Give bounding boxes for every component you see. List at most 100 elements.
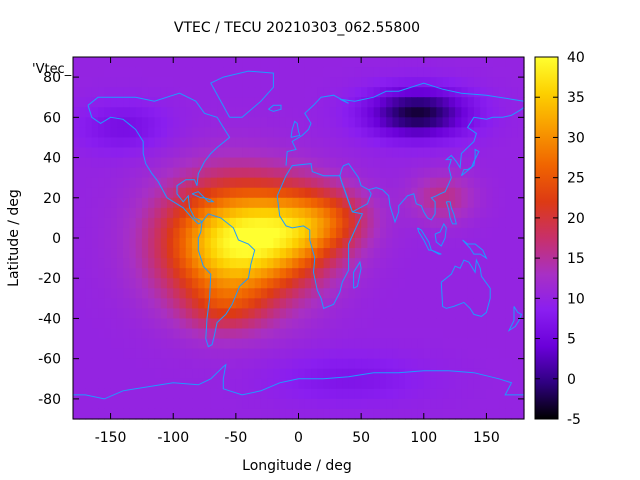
- heatmap-cell: [129, 258, 137, 269]
- heatmap-cell: [185, 388, 193, 400]
- heatmap-cell: [260, 308, 268, 320]
- heatmap-cell: [323, 258, 331, 269]
- heatmap-cell: [329, 238, 337, 249]
- heatmap-cell: [217, 398, 224, 410]
- heatmap-cell: [292, 147, 300, 159]
- heatmap-cell: [79, 248, 87, 259]
- heatmap-cell: [505, 87, 513, 98]
- heatmap-cell: [417, 197, 425, 209]
- heatmap-cell: [486, 227, 494, 239]
- heatmap-cell: [436, 308, 444, 320]
- heatmap-cell: [367, 298, 375, 309]
- heatmap-cell: [304, 87, 312, 98]
- heatmap-cell: [461, 97, 469, 108]
- heatmap-cell: [398, 268, 406, 279]
- heatmap-cell: [298, 288, 306, 299]
- heatmap-cell: [229, 207, 237, 219]
- heatmap-cell: [210, 238, 218, 249]
- heatmap-cell: [354, 107, 362, 118]
- heatmap-cell: [430, 258, 437, 269]
- heatmap-cell: [354, 238, 362, 249]
- heatmap-cell: [480, 107, 488, 118]
- heatmap-cell: [91, 207, 99, 219]
- heatmap-cell: [404, 258, 412, 269]
- heatmap-cell: [304, 238, 312, 249]
- heatmap-cell: [430, 398, 437, 410]
- heatmap-cell: [430, 348, 437, 360]
- heatmap-cell: [361, 127, 368, 139]
- heatmap-cell: [430, 117, 437, 128]
- heatmap-cell: [379, 268, 387, 279]
- heatmap-cell: [379, 388, 387, 400]
- heatmap-cell: [336, 318, 343, 330]
- heatmap-cell: [166, 127, 174, 139]
- heatmap-cell: [260, 207, 268, 219]
- heatmap-cell: [461, 378, 469, 390]
- heatmap-cell: [285, 248, 293, 259]
- heatmap-cell: [173, 177, 181, 189]
- heatmap-cell: [229, 268, 237, 279]
- heatmap-cell: [386, 408, 394, 420]
- heatmap-cell: [98, 77, 105, 88]
- heatmap-cell: [192, 338, 199, 350]
- heatmap-cell: [367, 67, 375, 78]
- heatmap-cell: [154, 127, 162, 139]
- heatmap-cell: [166, 308, 174, 320]
- heatmap-cell: [154, 248, 162, 259]
- heatmap-cell: [248, 238, 256, 249]
- heatmap-cell: [160, 278, 168, 289]
- heatmap-cell: [411, 238, 419, 249]
- heatmap-cell: [498, 288, 506, 299]
- heatmap-cell: [260, 187, 268, 199]
- heatmap-cell: [73, 408, 80, 420]
- heatmap-cell: [166, 57, 174, 68]
- heatmap-cell: [336, 258, 343, 269]
- heatmap-cell: [285, 137, 293, 149]
- heatmap-cell: [329, 77, 337, 88]
- heatmap-cell: [173, 157, 181, 169]
- heatmap-cell: [79, 308, 87, 320]
- heatmap-cell: [329, 117, 337, 128]
- heatmap-cell: [336, 77, 343, 88]
- heatmap-cell: [279, 137, 287, 149]
- heatmap-cell: [104, 227, 112, 239]
- heatmap-cell: [323, 248, 331, 259]
- heatmap-cell: [254, 177, 262, 189]
- heatmap-cell: [392, 137, 400, 149]
- heatmap-cell: [448, 207, 456, 219]
- heatmap-cell: [110, 217, 118, 229]
- heatmap-cell: [166, 187, 174, 199]
- heatmap-cell: [311, 57, 318, 68]
- heatmap-cell: [229, 378, 237, 390]
- heatmap-cell: [354, 177, 362, 189]
- heatmap-cell: [511, 187, 519, 199]
- heatmap-cell: [392, 167, 400, 179]
- heatmap-cell: [110, 137, 118, 149]
- heatmap-cell: [430, 177, 437, 189]
- heatmap-cell: [79, 358, 87, 370]
- heatmap-cell: [279, 67, 287, 78]
- heatmap-cell: [492, 207, 500, 219]
- heatmap-cell: [298, 408, 306, 420]
- heatmap-cell: [285, 127, 293, 139]
- heatmap-cell: [480, 197, 488, 209]
- heatmap-cell: [198, 107, 206, 118]
- heatmap-cell: [110, 127, 118, 139]
- heatmap-cell: [511, 217, 519, 229]
- heatmap-cell: [354, 248, 362, 259]
- heatmap-cell: [379, 97, 387, 108]
- heatmap-cell: [486, 408, 494, 420]
- heatmap-cell: [173, 77, 181, 88]
- heatmap-cell: [204, 67, 212, 78]
- heatmap-cell: [98, 67, 105, 78]
- heatmap-cell: [392, 97, 400, 108]
- heatmap-cell: [85, 408, 93, 420]
- heatmap-cell: [285, 157, 293, 169]
- heatmap-cell: [129, 248, 137, 259]
- heatmap-cell: [329, 177, 337, 189]
- heatmap-cell: [129, 398, 137, 410]
- heatmap-cell: [141, 167, 149, 179]
- heatmap-cell: [229, 408, 237, 420]
- heatmap-cell: [317, 197, 325, 209]
- heatmap-cell: [173, 318, 181, 330]
